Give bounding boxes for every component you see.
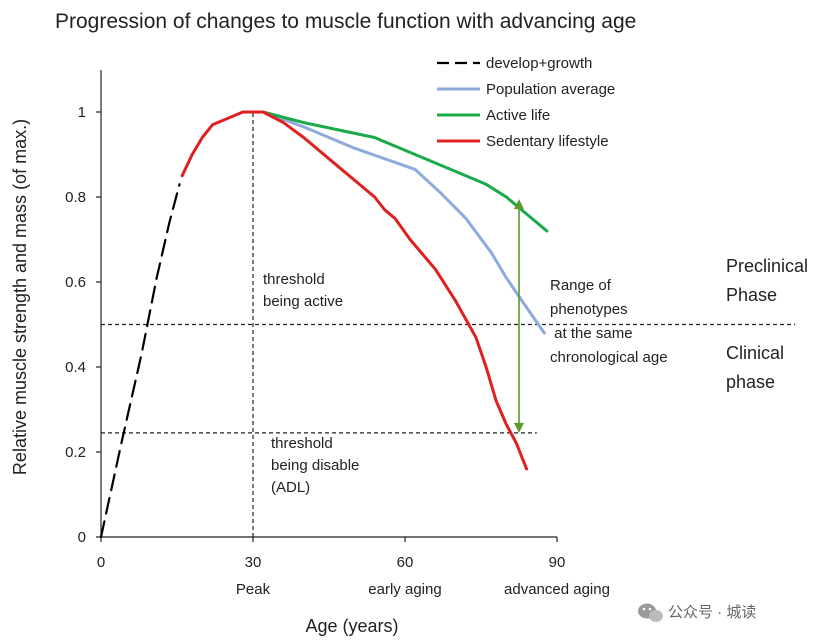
range-of-phenotypes-label: Range of <box>550 277 612 294</box>
series-lines <box>99 110 549 539</box>
watermark: 公众号 · 城读 <box>638 603 756 622</box>
y-tick-label: 0.6 <box>65 274 86 291</box>
threshold-disable-label: threshold <box>271 435 333 452</box>
series-line-3 <box>180 110 529 471</box>
preclinical-phase-label: Preclinical <box>726 256 808 276</box>
x-sublabel: Peak <box>236 581 271 598</box>
legend-label-1: Population average <box>486 81 615 98</box>
series-line-0 <box>99 183 181 539</box>
range-of-phenotypes-label: at the same <box>550 325 633 342</box>
reference-lines <box>101 112 796 537</box>
y-tick-label: 0.4 <box>65 359 86 376</box>
y-tick-label: 0.8 <box>65 189 86 206</box>
range-of-phenotypes-label: chronological age <box>550 349 668 366</box>
y-tick-label: 0 <box>78 529 86 546</box>
clinical-phase-label: phase <box>726 372 775 392</box>
wechat-icon <box>638 603 663 622</box>
axes <box>100 70 557 538</box>
x-tick-label: 60 <box>397 554 414 571</box>
x-sublabel: advanced aging <box>504 581 610 598</box>
range-arrow <box>514 199 524 433</box>
threshold-active-label: threshold <box>263 271 325 288</box>
range-arrow-head-down <box>514 422 524 433</box>
x-tick-label: 30 <box>245 554 262 571</box>
x-sublabel: early aging <box>368 581 441 598</box>
preclinical-phase-label: Phase <box>726 285 777 305</box>
threshold-active-label: being active <box>263 293 343 310</box>
threshold-disable-label: being disable <box>271 457 359 474</box>
legend: develop+growth Population average Active l… <box>437 55 615 150</box>
x-tick-label: 90 <box>549 554 566 571</box>
clinical-phase-label: Clinical <box>726 343 784 363</box>
x-axis-label: Age (years) <box>305 616 398 636</box>
series-line-2 <box>261 110 549 233</box>
annotations: threshold being active threshold being disa… <box>263 256 808 496</box>
y-axis-label: Relative muscle strength and mass (of ma… <box>10 119 30 475</box>
series-line-1 <box>261 110 546 335</box>
legend-label-3: Sedentary lifestyle <box>486 133 609 150</box>
ticks: 0 30 60 90 0 0.2 0.4 0.6 0.8 1 Peak early aging adva… <box>65 104 610 598</box>
chart-title: Progression of changes to muscle functio… <box>55 10 636 33</box>
threshold-disable-label: (ADL) <box>271 479 310 496</box>
x-tick-label: 0 <box>97 554 105 571</box>
y-tick-label: 1 <box>78 104 86 121</box>
range-of-phenotypes-label: phenotypes <box>550 301 628 318</box>
range-arrow-head-up <box>514 199 524 210</box>
legend-label-0: develop+growth <box>486 55 592 72</box>
y-tick-label: 0.2 <box>65 444 86 461</box>
legend-label-2: Active life <box>486 107 550 124</box>
watermark-text: 公众号 · 城读 <box>668 604 756 621</box>
